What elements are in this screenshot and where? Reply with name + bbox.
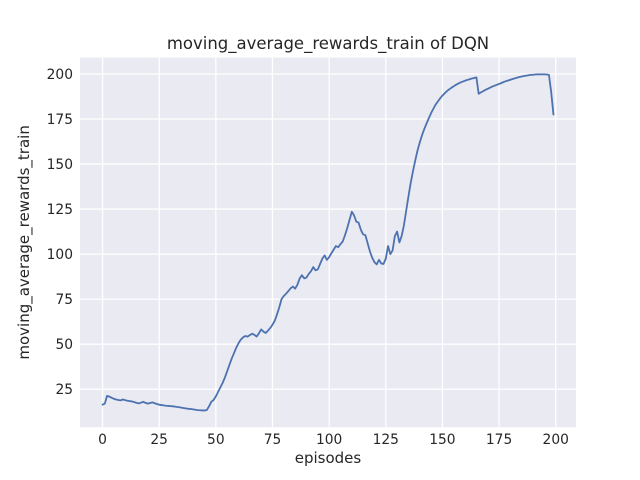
x-tick-label: 200 <box>543 432 569 448</box>
y-tick-labels: 25 50 75 100 125 150 175 200 <box>47 67 73 398</box>
y-tick-label: 75 <box>55 292 73 308</box>
plot-area <box>80 57 576 428</box>
x-tick-label: 25 <box>150 432 168 448</box>
chart-title: moving_average_rewards_train of DQN <box>167 34 489 54</box>
x-tick-label: 100 <box>316 432 342 448</box>
x-tick-label: 125 <box>373 432 399 448</box>
x-tick-label: 175 <box>486 432 512 448</box>
x-tick-label: 75 <box>264 432 282 448</box>
x-tick-label: 150 <box>429 432 455 448</box>
y-tick-label: 50 <box>55 337 73 353</box>
series-group <box>101 73 555 412</box>
dqn-series-line <box>101 73 555 412</box>
y-tick-label: 100 <box>47 247 73 263</box>
gridlines <box>80 57 576 428</box>
y-axis-label: moving_average_rewards_train <box>15 125 34 359</box>
y-tick-label: 175 <box>47 112 73 128</box>
y-tick-label: 25 <box>55 382 73 398</box>
y-tick-label: 200 <box>47 67 73 83</box>
x-axis-label: episodes <box>295 449 362 467</box>
x-tick-label: 0 <box>98 432 107 448</box>
x-tick-label: 50 <box>207 432 225 448</box>
y-tick-label: 125 <box>47 202 73 218</box>
y-tick-label: 150 <box>47 157 73 173</box>
x-tick-labels: 0 25 50 75 100 125 150 175 200 <box>98 432 569 448</box>
